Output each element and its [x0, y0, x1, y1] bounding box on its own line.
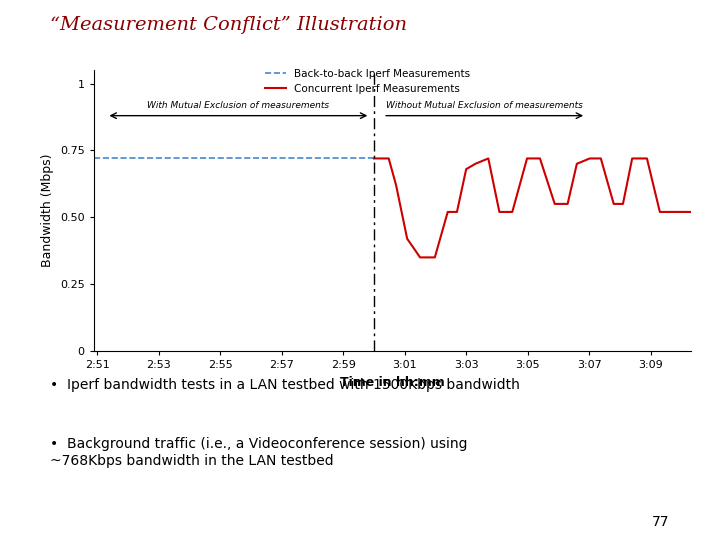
Back-to-back Iperf Measurements	[234, 155, 243, 161]
Concurrent Iperf Measurements	[585, 155, 594, 161]
Back-to-back Iperf Measurements	[154, 155, 163, 161]
Concurrent Iperf Measurements	[628, 155, 636, 161]
Concurrent Iperf Measurements	[572, 160, 581, 167]
Concurrent Iperf Measurements	[431, 254, 439, 261]
Back-to-back Iperf Measurements	[256, 155, 265, 161]
Text: 77: 77	[652, 515, 670, 529]
Concurrent Iperf Measurements	[402, 235, 411, 242]
Back-to-back Iperf Measurements	[143, 155, 152, 161]
Back-to-back Iperf Measurements	[369, 155, 378, 161]
Concurrent Iperf Measurements	[596, 155, 605, 161]
Concurrent Iperf Measurements	[655, 208, 664, 215]
Concurrent Iperf Measurements	[369, 155, 378, 161]
Concurrent Iperf Measurements	[643, 155, 652, 161]
Concurrent Iperf Measurements	[609, 201, 618, 207]
Concurrent Iperf Measurements	[495, 208, 504, 215]
Concurrent Iperf Measurements	[550, 201, 559, 207]
Text: “Measurement Conflict” Illustration: “Measurement Conflict” Illustration	[50, 16, 408, 34]
Back-to-back Iperf Measurements	[347, 155, 356, 161]
Concurrent Iperf Measurements	[415, 254, 424, 261]
Concurrent Iperf Measurements	[618, 201, 627, 207]
Concurrent Iperf Measurements	[392, 182, 400, 188]
Legend: Back-to-back Iperf Measurements, Concurrent Iperf Measurements: Back-to-back Iperf Measurements, Concurr…	[261, 65, 474, 98]
Concurrent Iperf Measurements	[453, 208, 462, 215]
Concurrent Iperf Measurements	[674, 208, 683, 215]
X-axis label: Time in hh:mm: Time in hh:mm	[340, 376, 445, 389]
Text: •  Iperf bandwidth tests in a LAN testbed with 1500Kbps bandwidth: • Iperf bandwidth tests in a LAN testbed…	[50, 378, 521, 392]
Concurrent Iperf Measurements	[523, 155, 531, 161]
Back-to-back Iperf Measurements	[356, 155, 364, 161]
Concurrent Iperf Measurements	[471, 160, 480, 167]
Concurrent Iperf Measurements	[462, 166, 470, 172]
Concurrent Iperf Measurements	[665, 208, 673, 215]
Line: Concurrent Iperf Measurements: Concurrent Iperf Measurements	[374, 158, 691, 258]
Concurrent Iperf Measurements	[384, 155, 393, 161]
Text: Without Mutual Exclusion of measurements: Without Mutual Exclusion of measurements	[386, 102, 583, 110]
Concurrent Iperf Measurements	[444, 208, 452, 215]
Text: •  Background traffic (i.e., a Videoconference session) using
~768Kbps bandwidth: • Background traffic (i.e., a Videoconfe…	[50, 437, 468, 468]
Text: With Mutual Exclusion of measurements: With Mutual Exclusion of measurements	[148, 102, 330, 110]
Concurrent Iperf Measurements	[687, 208, 696, 215]
Y-axis label: Bandwidth (Mbps): Bandwidth (Mbps)	[41, 154, 54, 267]
Concurrent Iperf Measurements	[484, 155, 492, 161]
Concurrent Iperf Measurements	[508, 208, 517, 215]
Back-to-back Iperf Measurements	[89, 155, 98, 161]
Concurrent Iperf Measurements	[563, 201, 572, 207]
Concurrent Iperf Measurements	[536, 155, 544, 161]
